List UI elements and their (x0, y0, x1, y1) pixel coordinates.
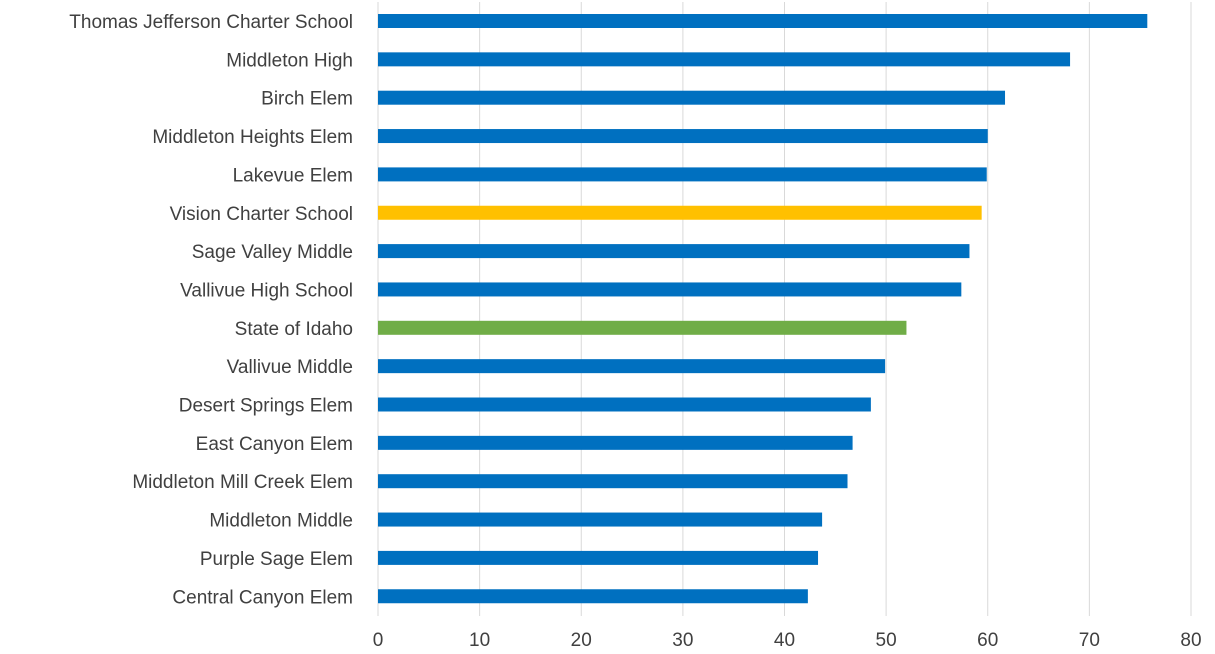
category-label: East Canyon Elem (196, 434, 353, 455)
bar (378, 14, 1147, 28)
category-label: Lakevue Elem (233, 165, 353, 186)
category-label: Desert Springs Elem (179, 396, 353, 417)
bar (378, 167, 987, 181)
x-tick-label: 20 (571, 630, 592, 651)
bars (378, 14, 1147, 603)
category-label: Sage Valley Middle (192, 242, 353, 263)
bar (378, 398, 871, 412)
bar (378, 359, 885, 373)
x-tick-label: 10 (469, 630, 490, 651)
category-label: Purple Sage Elem (200, 549, 353, 570)
category-label: Vallivue Middle (227, 357, 353, 378)
category-label: Middleton Mill Creek Elem (132, 472, 353, 493)
category-label: Middleton Heights Elem (152, 127, 353, 148)
x-tick-labels: 0 10 20 30 40 50 60 70 80 (373, 630, 1202, 651)
bar (378, 91, 1005, 105)
x-tick-label: 60 (977, 630, 998, 651)
bar (378, 436, 853, 450)
x-tick-label: 50 (876, 630, 897, 651)
category-label: Central Canyon Elem (172, 587, 353, 608)
category-label: Vallivue High School (180, 280, 353, 301)
bar (378, 513, 822, 527)
category-label: Vision Charter School (170, 204, 353, 225)
x-tick-label: 70 (1079, 630, 1100, 651)
x-tick-label: 30 (672, 630, 693, 651)
x-tick-label: 80 (1180, 630, 1201, 651)
category-label: State of Idaho (235, 319, 353, 340)
category-label: Birch Elem (261, 89, 353, 110)
category-label: Middleton High (226, 50, 353, 71)
bar (378, 52, 1070, 66)
x-tick-label: 0 (373, 630, 384, 651)
bar (378, 206, 982, 220)
bar (378, 129, 988, 143)
bar (378, 589, 808, 603)
bar (378, 321, 906, 335)
category-label: Middleton Middle (209, 511, 353, 532)
bar (378, 282, 961, 296)
bar (378, 551, 818, 565)
bar (378, 244, 969, 258)
category-label: Thomas Jefferson Charter School (69, 12, 353, 33)
bar (378, 474, 848, 488)
x-tick-label: 40 (774, 630, 795, 651)
category-labels: Thomas Jefferson Charter School Middleton… (69, 12, 353, 608)
